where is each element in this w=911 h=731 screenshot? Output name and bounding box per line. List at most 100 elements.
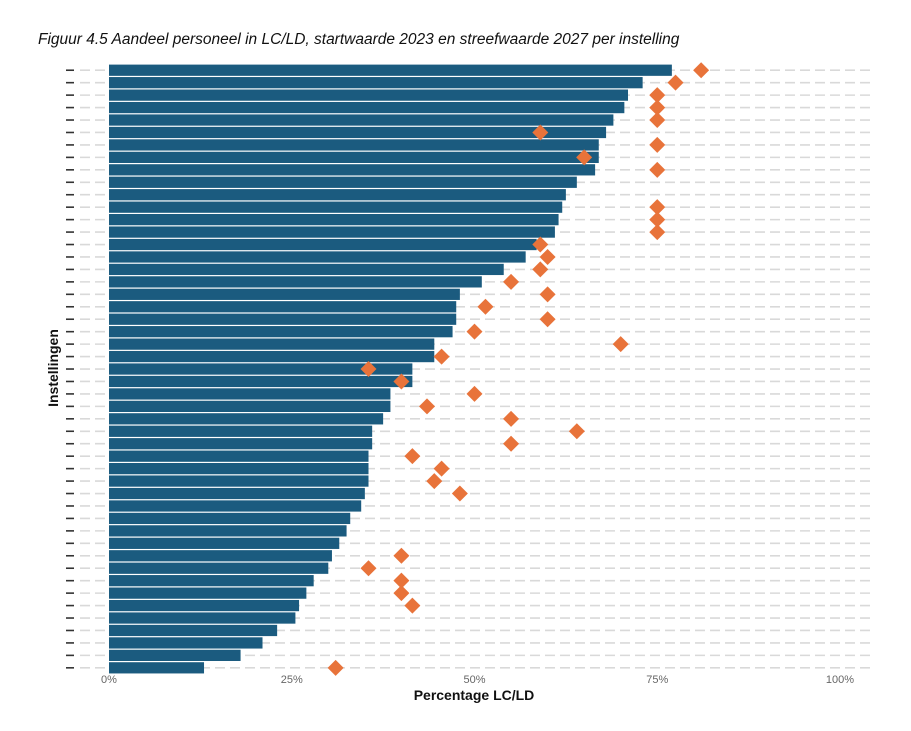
- bar: [109, 338, 435, 350]
- target-marker: [649, 87, 666, 104]
- x-axis-ticks: 0% 25% 50% 75% 100%: [101, 674, 854, 686]
- target-marker: [327, 659, 344, 676]
- target-marker: [503, 435, 520, 452]
- bar: [109, 463, 369, 475]
- bar: [109, 599, 300, 612]
- bar: [109, 114, 614, 126]
- target-marker: [649, 161, 666, 178]
- bar: [109, 537, 340, 549]
- bar: [109, 649, 241, 661]
- bars-layer: [109, 64, 672, 674]
- target-marker: [418, 398, 435, 415]
- y-axis-ticks: [66, 69, 74, 669]
- target-marker: [532, 261, 549, 278]
- target-marker: [667, 74, 684, 91]
- figure-title: Figuur 4.5 Aandeel personeel in LC/LD, s…: [38, 31, 680, 48]
- bar: [109, 176, 577, 188]
- bar: [109, 575, 314, 587]
- bar: [109, 612, 296, 624]
- bar: [109, 251, 526, 263]
- bar: [109, 450, 369, 462]
- x-tick-label: 0%: [101, 674, 117, 686]
- target-marker: [532, 236, 549, 253]
- target-marker: [360, 361, 377, 378]
- bar: [109, 438, 373, 450]
- target-marker: [433, 460, 450, 477]
- bar: [109, 512, 351, 525]
- y-axis-title: Instellingen: [45, 329, 61, 407]
- bar: [109, 637, 263, 649]
- bar: [109, 288, 460, 300]
- x-tick-label: 50%: [463, 674, 485, 686]
- bar: [109, 662, 205, 674]
- bar: [109, 151, 599, 163]
- target-marker: [393, 572, 410, 589]
- bar: [109, 126, 607, 139]
- target-marker: [568, 423, 585, 440]
- bar: [109, 313, 457, 325]
- bar: [109, 214, 559, 226]
- target-marker: [649, 99, 666, 116]
- target-marker: [539, 286, 556, 303]
- target-marker: [503, 410, 520, 427]
- target-marker: [466, 323, 483, 340]
- bar: [109, 413, 384, 425]
- x-tick-label: 25%: [281, 674, 303, 686]
- bar: [109, 525, 347, 537]
- bar: [109, 562, 329, 574]
- target-marker: [433, 348, 450, 365]
- target-marker: [539, 311, 556, 328]
- bar: [109, 189, 566, 201]
- bar: [109, 164, 596, 176]
- target-marker: [576, 149, 593, 166]
- bar: [109, 388, 391, 400]
- bar: [109, 425, 373, 437]
- x-tick-label: 100%: [826, 674, 854, 686]
- target-marker: [612, 336, 629, 353]
- bar: [109, 550, 332, 562]
- bar: [109, 64, 672, 76]
- x-tick-label: 75%: [646, 674, 668, 686]
- bar: [109, 238, 537, 251]
- bar: [109, 375, 413, 388]
- target-marker: [393, 585, 410, 602]
- bar: [109, 363, 413, 375]
- bar: [109, 475, 369, 487]
- target-marker: [404, 597, 421, 614]
- bar: [109, 624, 278, 637]
- target-marker: [503, 273, 520, 290]
- target-marker: [451, 485, 468, 502]
- target-marker: [477, 298, 494, 315]
- target-marker: [466, 385, 483, 402]
- bar: [109, 139, 599, 151]
- target-marker: [426, 473, 443, 490]
- bar: [109, 326, 453, 338]
- target-marker: [532, 124, 549, 141]
- target-marker: [393, 373, 410, 390]
- x-axis-title: Percentage LC/LD: [414, 687, 535, 703]
- target-marker: [360, 560, 377, 577]
- bar: [109, 500, 362, 512]
- target-marker: [649, 199, 666, 216]
- bar: [109, 77, 643, 89]
- target-marker: [693, 62, 710, 79]
- bar: [109, 400, 391, 412]
- bar: [109, 89, 629, 101]
- target-marker: [649, 136, 666, 153]
- bar: [109, 487, 365, 500]
- target-marker: [404, 448, 421, 465]
- target-marker: [649, 211, 666, 228]
- bar: [109, 587, 307, 599]
- target-marker: [649, 112, 666, 129]
- bar: [109, 301, 457, 313]
- bar: [109, 263, 504, 276]
- target-marker: [649, 224, 666, 241]
- markers-layer: [327, 62, 710, 676]
- bar: [109, 350, 435, 363]
- bar: [109, 201, 563, 213]
- bar: [109, 226, 555, 238]
- bar: [109, 276, 482, 288]
- target-marker: [539, 248, 556, 265]
- bar: [109, 101, 625, 114]
